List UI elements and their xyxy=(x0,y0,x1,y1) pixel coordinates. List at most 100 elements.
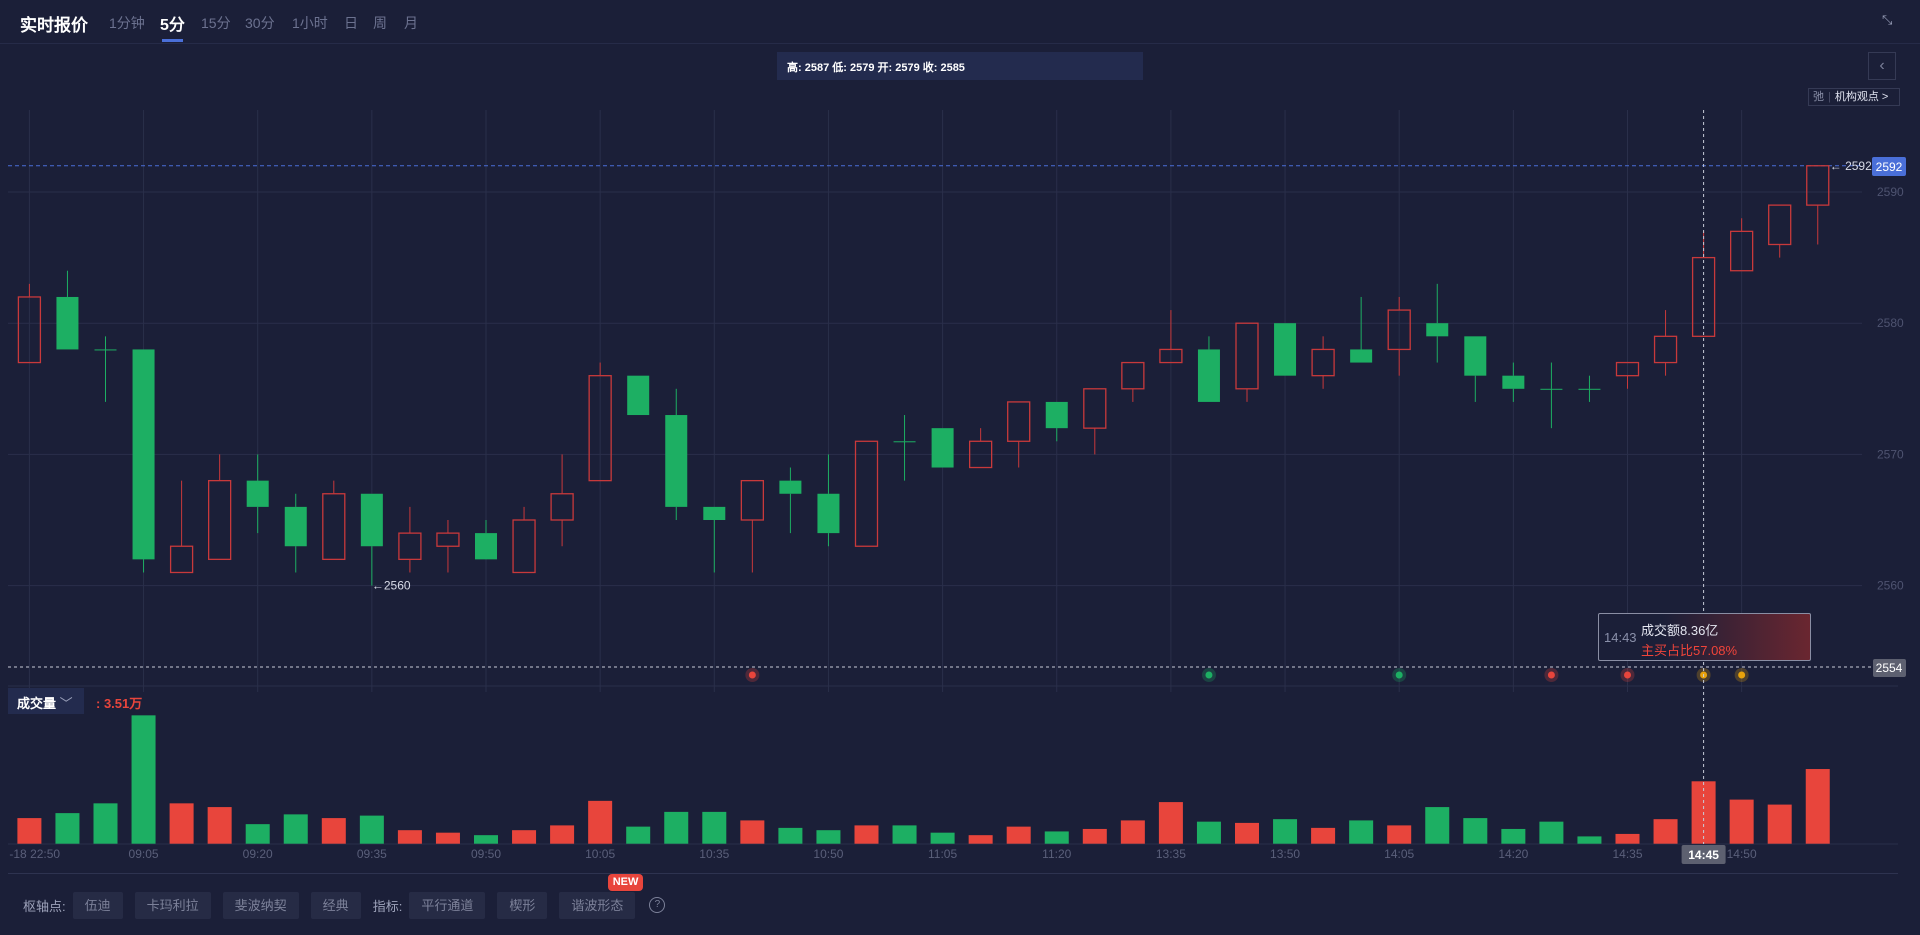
tab-week[interactable]: 周 xyxy=(373,15,387,31)
x-tick-label: 10:35 xyxy=(699,847,729,861)
candle-up xyxy=(17,296,42,364)
volume-bar xyxy=(892,825,917,844)
harmonic-pattern-label: 谐波形态 xyxy=(571,897,624,913)
signal-marker-dot xyxy=(1205,671,1213,679)
volume-bar xyxy=(816,830,841,844)
candle-down xyxy=(94,349,117,351)
tab-30min[interactable]: 30分 xyxy=(245,15,275,31)
volume-bar xyxy=(1615,833,1640,844)
y-tick-label: 2570 xyxy=(1877,447,1904,461)
volume-bar xyxy=(55,813,80,844)
x-tick-label: -18 22:50 xyxy=(9,847,60,861)
volume-bar xyxy=(1082,828,1107,844)
volume-bar xyxy=(474,835,498,844)
x-tick-label: 11:20 xyxy=(1042,847,1071,861)
volume-bar xyxy=(283,814,308,844)
new-badge: NEW xyxy=(607,873,644,891)
volume-bar xyxy=(1273,819,1298,844)
candle-down xyxy=(1350,349,1373,363)
low-mark-label: ←2560 xyxy=(372,579,411,593)
candle-down xyxy=(1540,388,1563,390)
chip-icon: 弛 xyxy=(1813,91,1824,103)
trade-tooltip: 14:43 成交额8.36亿 主买占比57.08% xyxy=(1598,613,1811,661)
candle-down xyxy=(475,533,497,560)
volume-bar xyxy=(778,827,803,844)
chip-label: 机构观点 > xyxy=(1834,91,1889,103)
pivot-classic-button[interactable]: 经典 xyxy=(310,891,361,919)
signal-marker-dot xyxy=(748,671,756,679)
volume-bar xyxy=(512,830,537,844)
y-tick-label: 2560 xyxy=(1877,579,1904,593)
volume-bar xyxy=(1196,821,1221,844)
candle-up xyxy=(1007,401,1031,442)
candle-up xyxy=(1691,256,1716,337)
tab-day[interactable]: 日 xyxy=(344,15,358,31)
header: 实时报价 1分钟 5分 15分 30分 1小时 日 周 月 ⤡ xyxy=(0,0,1920,44)
candle-up xyxy=(1768,204,1792,246)
ohlc-info-box: 高: 2587 低: 2579 开: 2579 收: 2585 xyxy=(777,52,1143,80)
volume-bar xyxy=(1501,828,1526,844)
help-icon[interactable]: ? xyxy=(649,897,666,913)
volume-bar xyxy=(1044,831,1069,844)
volume-bar xyxy=(1311,827,1336,844)
signal-marker-dot xyxy=(1738,671,1746,679)
volume-bar xyxy=(1767,804,1792,844)
candle-up xyxy=(550,493,574,521)
parallel-channel-button[interactable]: 平行通道 xyxy=(409,891,486,919)
harmonic-pattern-button[interactable]: 谐波形态 NEW xyxy=(559,873,644,919)
volume-bar xyxy=(1539,821,1564,844)
candle-down xyxy=(931,428,954,468)
candle-down xyxy=(132,349,155,560)
volume-bar xyxy=(1425,807,1450,844)
minimize-icon[interactable]: ⤡ xyxy=(1882,12,1893,27)
candle-down xyxy=(360,493,383,547)
crosshair-price-label: 2554 xyxy=(1876,661,1903,675)
x-tick-label: 14:35 xyxy=(1612,847,1642,861)
institution-view-chip[interactable]: 弛 | 机构观点 > xyxy=(1808,88,1900,106)
candle-up xyxy=(512,519,536,574)
candle-up xyxy=(1159,348,1183,364)
page-title: 实时报价 xyxy=(20,16,88,35)
volume-bar xyxy=(968,835,993,844)
bottom-toolbar: 枢轴点: 伍迪 卡玛利拉 斐波纳契 经典 指标: 平行通道 楔形 谐波形态 NEW… xyxy=(23,873,666,919)
pivot-camarilla-button[interactable]: 卡玛利拉 xyxy=(134,891,211,919)
x-tick-label: 09:05 xyxy=(129,847,159,861)
x-tick-label: 09:35 xyxy=(357,847,387,861)
pivot-woodie-button[interactable]: 伍迪 xyxy=(72,891,123,919)
volume-bar xyxy=(1653,819,1678,844)
candle-down xyxy=(627,375,650,416)
x-tick-label: 11:05 xyxy=(928,847,957,861)
candle-down xyxy=(1197,349,1220,402)
candle-down xyxy=(817,493,840,534)
indicator-select[interactable]: 成交量 ﹀ xyxy=(8,688,84,714)
volume-bar xyxy=(1349,820,1374,844)
volume-bar xyxy=(1805,769,1830,844)
high-mark-label: ← 2592 xyxy=(1830,159,1872,173)
tab-1min[interactable]: 1分钟 xyxy=(109,15,145,31)
last-price-box xyxy=(1872,157,1906,176)
pivot-fibonacci-button[interactable]: 斐波纳契 xyxy=(222,891,299,919)
volume-bar xyxy=(321,818,346,844)
collapse-panel-button[interactable]: ‹ xyxy=(1868,52,1896,80)
x-tick-label: 09:20 xyxy=(243,847,273,861)
chevron-down-icon: ﹀ xyxy=(59,696,73,711)
x-tick-label: 09:50 xyxy=(471,847,501,861)
volume-bar xyxy=(245,824,270,844)
tab-1hour[interactable]: 1小时 xyxy=(292,15,328,31)
candle-down xyxy=(1045,401,1068,429)
tooltip-buy-ratio: 主买占比57.08% xyxy=(1641,643,1738,658)
wedge-button[interactable]: 楔形 xyxy=(497,891,548,919)
candle-down xyxy=(1578,388,1601,390)
volume-bar xyxy=(17,818,42,844)
tab-month[interactable]: 月 xyxy=(404,15,418,31)
x-tick-label: 10:05 xyxy=(585,847,615,861)
volume-bar xyxy=(169,803,194,844)
candle-up xyxy=(1311,348,1335,377)
signal-marker-dot xyxy=(1395,671,1403,679)
candle-down xyxy=(284,506,307,547)
tab-15min[interactable]: 15分 xyxy=(201,15,231,31)
signal-marker-dot xyxy=(1624,671,1631,679)
volume-bar xyxy=(1235,822,1259,844)
tab-5min[interactable]: 5分 xyxy=(160,11,185,42)
